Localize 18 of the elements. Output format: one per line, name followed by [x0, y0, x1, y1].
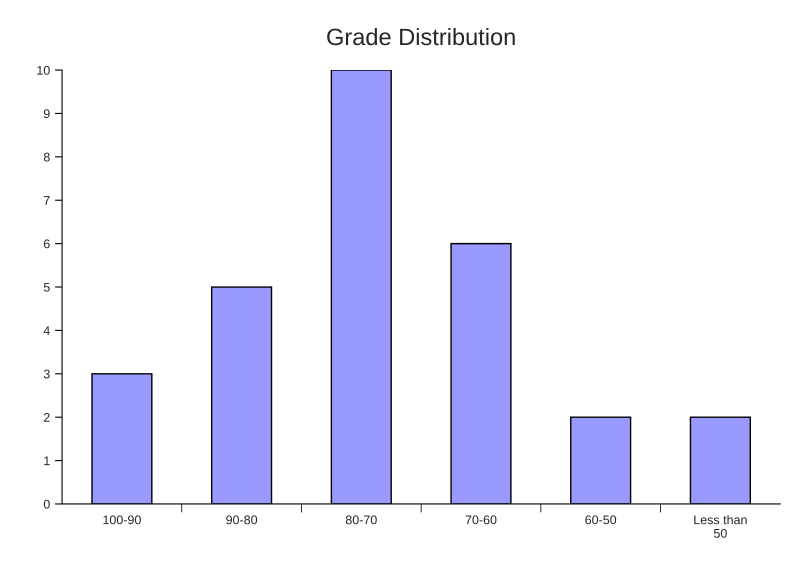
y-tick-label: 1 — [44, 456, 50, 466]
x-tick-label: 70-60 — [466, 515, 496, 524]
x-tick-label: 100-90 — [103, 515, 141, 524]
y-tick-label: 4 — [44, 326, 50, 335]
x-tick-label: 90-80 — [226, 515, 258, 524]
y-tick-label: 6 — [44, 239, 50, 248]
x-tick-label: 60-50 — [585, 515, 616, 524]
y-tick-label: 0 — [44, 500, 50, 509]
chart-title: Grade Distribution — [327, 28, 515, 46]
x-tick-label: Less than 50 — [694, 515, 747, 538]
y-tick-label: 9 — [44, 109, 50, 118]
y-tick-label: 10 — [37, 66, 50, 75]
y-tick-label: 3 — [44, 370, 50, 378]
y-tick-label: 5 — [44, 282, 50, 292]
x-tick-label: 80-70 — [346, 515, 377, 524]
y-tick-label: 8 — [44, 152, 50, 162]
y-tick-label: 2 — [44, 412, 50, 422]
y-tick-label: 7 — [44, 196, 50, 205]
